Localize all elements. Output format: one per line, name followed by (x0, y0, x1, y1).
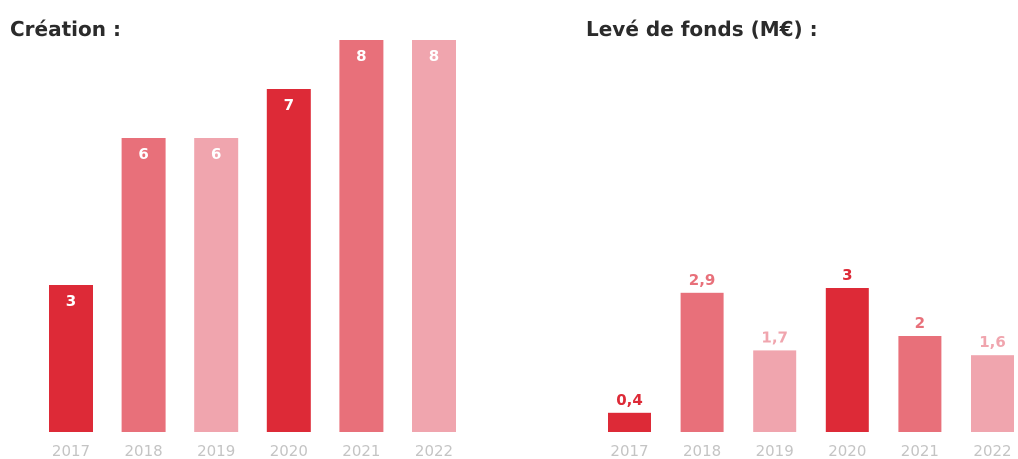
funding-bars: 0,4 2017 2,9 2018 1,7 2019 3 2020 2 2021 1,6 2022 (608, 266, 1014, 459)
tick-label-2018: 2018 (125, 442, 163, 459)
value-label-2017: 3 (66, 292, 76, 310)
funding-chart: Levé de fonds (M€) : 0,4 2017 2,9 2018 1,7 20… (586, 17, 1014, 459)
bar-2022 (971, 355, 1014, 432)
tick-label-2022: 2022 (415, 442, 453, 459)
tick-label-2021: 2021 (342, 442, 380, 459)
bar-2021 (898, 336, 942, 432)
creation-chart-title: Création : (10, 17, 121, 41)
bar-2020 (266, 89, 311, 432)
bar-2019 (753, 350, 797, 432)
creation-bars: 3 2017 6 2018 6 2019 7 2020 8 2021 8 2022 (49, 40, 456, 459)
bar-2021 (339, 40, 384, 432)
tick-label-2018: 2018 (683, 442, 721, 459)
bar-2017 (608, 412, 651, 432)
value-label-2019: 6 (211, 145, 221, 163)
tick-label-2020: 2020 (828, 442, 866, 459)
value-label-2017: 0,4 (616, 391, 643, 409)
bar-2018 (680, 292, 724, 432)
tick-label-2017: 2017 (610, 442, 648, 459)
value-label-2022: 1,6 (979, 333, 1006, 351)
funding-chart-title: Levé de fonds (M€) : (586, 17, 818, 41)
bar-2019 (194, 138, 239, 432)
value-label-2020: 3 (842, 266, 852, 284)
value-label-2020: 7 (284, 96, 294, 114)
value-label-2018: 2,9 (689, 271, 716, 289)
value-label-2019: 1,7 (761, 328, 788, 346)
tick-label-2021: 2021 (901, 442, 939, 459)
value-label-2022: 8 (429, 47, 439, 65)
bar-2022 (412, 40, 456, 432)
bar-2018 (121, 138, 166, 432)
tick-label-2019: 2019 (756, 442, 794, 459)
tick-label-2022: 2022 (973, 442, 1011, 459)
bar-2017 (49, 285, 93, 432)
tick-label-2020: 2020 (270, 442, 308, 459)
value-label-2021: 8 (356, 47, 366, 65)
creation-chart: Création : 3 2017 6 2018 6 2019 7 2020 8 2021 8 202… (10, 17, 456, 459)
value-label-2018: 6 (138, 145, 148, 163)
tick-label-2017: 2017 (52, 442, 90, 459)
tick-label-2019: 2019 (197, 442, 235, 459)
value-label-2021: 2 (915, 314, 925, 332)
bar-2020 (825, 288, 869, 432)
